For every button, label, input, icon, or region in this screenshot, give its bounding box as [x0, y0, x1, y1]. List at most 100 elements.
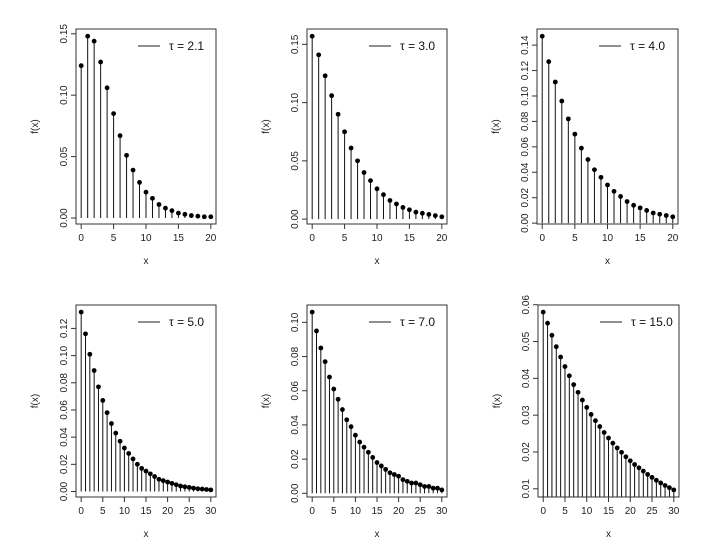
data-point — [598, 174, 604, 180]
y-tick-label: 0.12 — [520, 60, 531, 80]
x-tick-label: 10 — [350, 506, 362, 517]
data-point — [378, 463, 384, 469]
y-tick-label: 0.05 — [290, 151, 301, 171]
legend-label: τ = 4.0 — [630, 39, 665, 53]
data-point — [430, 485, 436, 491]
data-point — [130, 167, 136, 173]
data-point — [422, 484, 427, 489]
data-point — [618, 194, 623, 199]
y-tick-label: 0.06 — [521, 295, 532, 315]
y-tick-label: 0.08 — [59, 373, 70, 393]
y-tick-label: 0.10 — [520, 86, 531, 106]
data-point — [426, 212, 432, 217]
data-point — [186, 485, 192, 490]
data-point — [318, 345, 324, 351]
data-point — [121, 445, 127, 451]
data-point — [396, 473, 402, 479]
x-tick-label: 20 — [393, 506, 405, 517]
data-point — [662, 483, 668, 488]
data-point — [195, 213, 201, 219]
data-point — [663, 213, 669, 218]
y-tick-label: 0.06 — [290, 381, 301, 401]
data-point — [109, 421, 114, 426]
data-point — [104, 410, 110, 416]
panel-3: 0 5 10 15 20 0.00 0.02 0.04 0.06 0.08 0.10 0.12 0.14… — [491, 28, 679, 267]
data-point — [150, 195, 155, 201]
data-point — [340, 407, 345, 412]
y-tick-label: 0.00 — [520, 213, 531, 233]
x-tick-label: 25 — [415, 506, 427, 517]
data-point — [419, 210, 425, 216]
data-point — [413, 209, 419, 215]
x-tick-label: 5 — [111, 233, 117, 244]
x-tick-label: 10 — [140, 233, 152, 244]
x-tick-label: 15 — [404, 233, 416, 244]
data-point — [169, 208, 175, 214]
data-point — [331, 386, 337, 392]
data-point — [572, 131, 578, 137]
x-tick-label: 30 — [668, 506, 680, 517]
y-tick-label: 0.14 — [520, 35, 531, 55]
data-point — [407, 207, 412, 213]
panel-4: 0 5 10 15 20 25 30 0.00 0.02 0.04 0.06 0.08 0.10 0.12… — [30, 304, 217, 540]
panel-1: 0 5 10 15 20 0.00 0.05 0.10 0.15 x f(x) τ = 2.1 — [30, 24, 217, 267]
legend: τ = 15.0 — [600, 315, 673, 329]
data-point — [667, 485, 672, 491]
x-tick-label: 5 — [100, 506, 106, 517]
y-tick-label: 0.04 — [520, 162, 531, 182]
panel-6: 0 5 10 15 20 25 30 0.01 0.02 0.03 0.04 0.05 0.06 x f(x… — [492, 295, 680, 540]
data-point — [91, 38, 97, 44]
data-point — [188, 213, 194, 218]
data-point — [631, 202, 637, 208]
x-axis-label: x — [375, 529, 380, 540]
legend: τ = 4.0 — [599, 39, 665, 53]
y-axis-label: f(x) — [261, 394, 272, 408]
data-point — [545, 320, 550, 326]
y-tick-label: 0.06 — [59, 400, 70, 420]
x-tick-label: 0 — [309, 506, 315, 517]
data-point — [413, 480, 419, 486]
data-point — [391, 472, 397, 477]
legend-label: τ = 15.0 — [631, 315, 673, 329]
y-tick-label: 0.00 — [59, 208, 70, 228]
data-point — [640, 468, 646, 474]
data-point — [432, 213, 438, 219]
legend-label: τ = 7.0 — [400, 315, 435, 329]
x-tick-label: 5 — [562, 506, 568, 517]
y-tick-label: 0.01 — [521, 479, 532, 499]
data-point — [381, 192, 386, 198]
data-point — [182, 484, 188, 490]
data-point — [400, 205, 406, 210]
data-point — [357, 439, 363, 445]
data-point — [361, 170, 367, 175]
data-point — [610, 440, 616, 446]
x-axis-label: x — [375, 256, 380, 267]
x-tick-label: 15 — [371, 506, 383, 517]
data-point — [335, 396, 341, 402]
data-point — [78, 63, 84, 69]
y-tick-label: 0.12 — [59, 318, 70, 338]
legend: τ = 5.0 — [138, 315, 204, 329]
data-point — [417, 482, 423, 488]
x-tick-label: 30 — [436, 506, 448, 517]
data-point — [540, 309, 546, 315]
y-tick-label: 0.10 — [290, 92, 301, 112]
data-point — [195, 486, 201, 492]
y-tick-label: 0.04 — [59, 427, 70, 447]
x-tick-label: 0 — [309, 233, 315, 244]
legend: τ = 2.1 — [138, 39, 204, 53]
x-tick-label: 15 — [603, 506, 615, 517]
data-point — [383, 466, 389, 472]
x-tick-label: 10 — [602, 233, 614, 244]
x-tick-label: 20 — [667, 233, 679, 244]
data-point — [143, 468, 149, 474]
data-point — [653, 477, 659, 483]
data-point — [606, 435, 611, 441]
x-tick-label: 10 — [119, 506, 131, 517]
data-point — [584, 405, 590, 410]
y-tick-label: 0.02 — [290, 449, 301, 469]
data-point — [199, 486, 205, 492]
data-point — [435, 485, 440, 491]
data-point — [143, 189, 149, 195]
